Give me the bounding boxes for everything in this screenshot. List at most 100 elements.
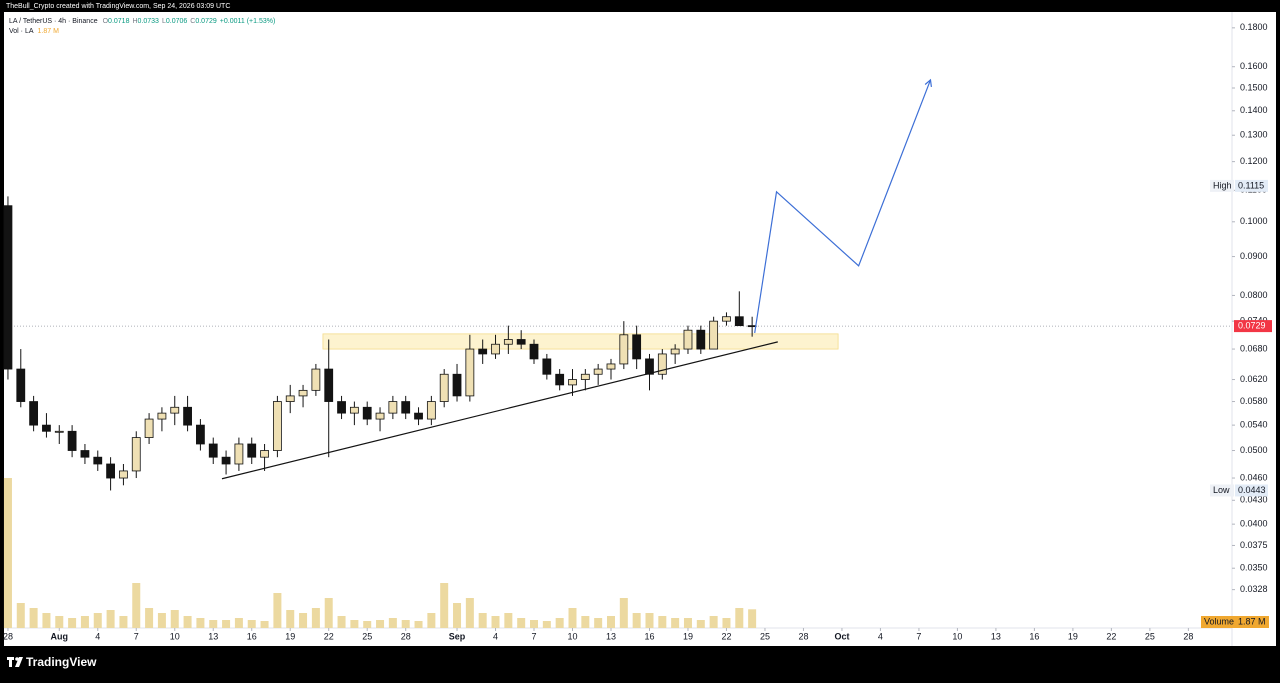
- brand: TradingView: [26, 655, 97, 669]
- candle-body: [580, 373, 590, 380]
- x-tick-label: 22: [1106, 631, 1116, 641]
- volume-bar: [222, 620, 231, 628]
- volume-name: Vol · LA: [9, 28, 34, 35]
- x-tick-label: 19: [285, 631, 295, 641]
- volume-value: 1.87 M: [38, 28, 60, 35]
- volume-bar: [337, 616, 346, 628]
- candle-body: [670, 348, 680, 355]
- volume-legend: Vol · LA 1.87 M: [9, 28, 59, 35]
- x-tick-label: 28: [3, 631, 13, 641]
- candle-body: [208, 443, 218, 458]
- volume-bar: [748, 609, 757, 628]
- candle-body: [337, 401, 346, 414]
- quote-value: 0.0733: [138, 18, 160, 25]
- y-tick-label: 0.0580: [1240, 396, 1268, 406]
- candle-body: [619, 334, 629, 365]
- y-tick-label: 0.0400: [1240, 519, 1268, 529]
- quote-value: 0.0706: [166, 18, 188, 25]
- volume-bar: [119, 616, 128, 628]
- candle-body: [722, 316, 731, 322]
- y-tick-label: 0.1400: [1240, 105, 1268, 115]
- candle-body: [285, 395, 295, 402]
- volume-bar: [106, 610, 115, 628]
- candle-body: [349, 406, 359, 414]
- y-tick-label: 0.0900: [1240, 251, 1268, 261]
- x-tick-label: 7: [134, 631, 139, 641]
- volume-bar: [324, 598, 333, 628]
- y-tick-label: 0.1200: [1240, 156, 1268, 166]
- y-tick-label: 0.1000: [1240, 216, 1268, 226]
- candle-body: [683, 329, 693, 350]
- x-tick-label: 13: [991, 631, 1001, 641]
- last-price-label: 0.0729: [1238, 320, 1266, 330]
- volume-tag-label: Volume: [1204, 616, 1234, 626]
- volume-bar: [709, 616, 718, 628]
- volume-bar: [363, 621, 372, 628]
- candle-body: [529, 343, 539, 360]
- candle-body: [272, 401, 282, 451]
- volume-bar: [145, 608, 154, 628]
- tag-value: 0.0443: [1238, 485, 1266, 495]
- candle-body: [247, 443, 257, 458]
- y-tick-label: 0.0800: [1240, 290, 1268, 300]
- candle-body: [16, 368, 26, 402]
- x-tick-label: 25: [760, 631, 770, 641]
- x-tick-label: 19: [683, 631, 693, 641]
- volume-bar: [683, 618, 692, 628]
- chart-area: [4, 12, 1276, 646]
- volume-tag-box: [1201, 616, 1269, 628]
- candle-body: [388, 401, 398, 414]
- volume-bar: [671, 618, 680, 628]
- volume-bar: [542, 621, 551, 628]
- y-tick-label: 0.0500: [1240, 445, 1268, 455]
- resistance-zone: [322, 333, 839, 350]
- candle-body: [221, 456, 231, 465]
- volume-bar: [568, 608, 577, 628]
- x-tick-label: 28: [1183, 631, 1193, 641]
- volume-bar: [247, 620, 256, 628]
- candle-body: [439, 373, 449, 402]
- volume-bar: [196, 618, 205, 628]
- y-tick-label: 0.0540: [1240, 419, 1268, 429]
- volume-bar: [299, 613, 308, 628]
- candle-body: [426, 401, 436, 420]
- volume-bar: [632, 613, 641, 628]
- candle-body: [106, 463, 115, 479]
- y-tick-label: 0.0460: [1240, 472, 1268, 482]
- volume-bar: [260, 621, 269, 628]
- trendline: [221, 341, 778, 480]
- volume-bar: [183, 616, 192, 628]
- candle-body: [375, 412, 385, 420]
- x-tick-label: 13: [606, 631, 616, 641]
- volume-bar: [234, 618, 243, 628]
- y-tick-label: 0.0620: [1240, 374, 1268, 384]
- candle-body: [516, 339, 526, 345]
- x-tick-label: 28: [401, 631, 411, 641]
- projection-path: [754, 79, 932, 334]
- candle-body: [478, 348, 488, 355]
- volume-bar: [517, 618, 526, 628]
- volume-bar: [440, 583, 449, 628]
- y-tick-label: 0.0328: [1240, 584, 1268, 594]
- quote-key: C: [190, 18, 195, 25]
- candle-body: [67, 430, 77, 451]
- candle-body: [54, 430, 64, 433]
- y-tick-label: 0.1600: [1240, 61, 1268, 71]
- volume-bar: [132, 583, 141, 628]
- volume-bar: [581, 616, 590, 628]
- candle-body: [465, 348, 475, 397]
- volume-bar: [427, 613, 436, 628]
- x-tick-label: Oct: [834, 631, 849, 641]
- volume-bar: [55, 616, 64, 628]
- candle-body: [414, 412, 423, 420]
- volume-bar: [478, 613, 487, 628]
- x-tick-label: 13: [208, 631, 218, 641]
- volume-bar: [645, 613, 654, 628]
- volume-bar: [735, 608, 744, 628]
- candle-body: [362, 406, 372, 420]
- candle-body: [568, 379, 577, 386]
- volume-bar: [311, 608, 320, 628]
- candle-body: [709, 320, 719, 350]
- quote-value: 0.0718: [108, 18, 130, 25]
- volume-bar: [3, 478, 12, 628]
